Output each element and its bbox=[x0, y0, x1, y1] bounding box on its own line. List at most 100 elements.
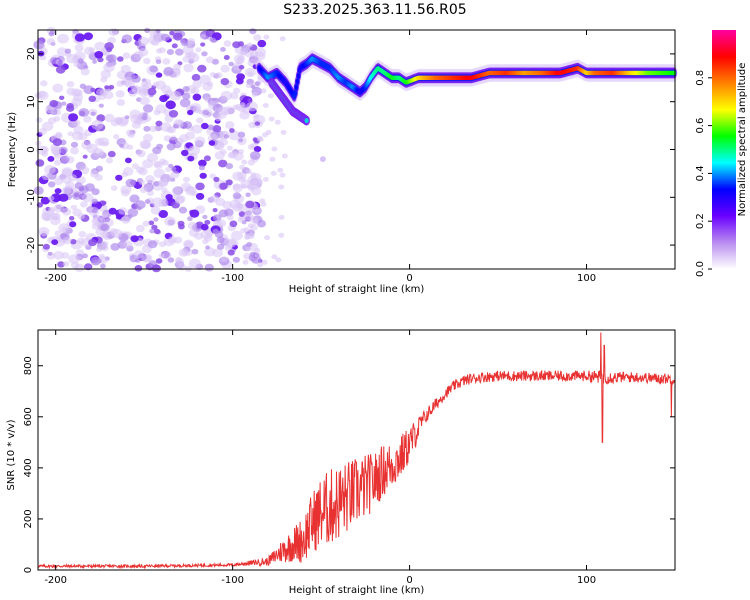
noise-blob bbox=[156, 48, 163, 54]
noise-blob bbox=[124, 157, 132, 164]
noise-blob bbox=[195, 192, 205, 200]
noise-blob bbox=[134, 118, 143, 125]
noise-blob bbox=[53, 250, 64, 260]
noise-blob bbox=[153, 161, 161, 168]
noise-blob bbox=[47, 156, 55, 162]
noise-blob bbox=[192, 93, 202, 101]
noise-blob bbox=[68, 113, 79, 122]
y-tick-label: -20 bbox=[26, 237, 37, 253]
noise-blob bbox=[202, 214, 208, 220]
noise-blob bbox=[61, 176, 72, 184]
noise-blob bbox=[108, 207, 117, 215]
noise-blob bbox=[239, 102, 246, 108]
colorbar-tick-label: 0.4 bbox=[695, 165, 706, 181]
noise-blob bbox=[250, 172, 257, 178]
noise-blob bbox=[77, 58, 84, 64]
noise-blob bbox=[48, 31, 55, 37]
noise-blob bbox=[242, 259, 249, 265]
noise-blob bbox=[228, 130, 241, 141]
noise-blob bbox=[59, 95, 65, 101]
noise-blob bbox=[158, 210, 168, 218]
noise-blob bbox=[171, 187, 182, 195]
noise-blob bbox=[187, 155, 195, 162]
noise-blob bbox=[278, 214, 285, 220]
colorbar: 0.0 0.2 0.4 0.6 0.8 Normalized spectral ampl… bbox=[695, 30, 748, 277]
noise-blob bbox=[150, 206, 161, 215]
noise-blob bbox=[64, 48, 72, 54]
noise-blob bbox=[33, 186, 44, 195]
y-tick-label: 600 bbox=[23, 407, 34, 426]
noise-blob bbox=[128, 89, 137, 97]
noise-blob bbox=[36, 117, 43, 123]
noise-blob bbox=[216, 236, 225, 243]
noise-blob bbox=[139, 186, 148, 194]
noise-blob bbox=[133, 51, 144, 60]
noise-blob bbox=[202, 239, 209, 245]
x-tick-label: 0 bbox=[406, 575, 412, 586]
noise-blob bbox=[134, 265, 143, 272]
snr-frame bbox=[37, 329, 676, 571]
noise-blob bbox=[205, 56, 214, 64]
noise-blob bbox=[232, 41, 241, 49]
noise-blob bbox=[98, 103, 104, 108]
noise-blob bbox=[259, 198, 266, 204]
noise-blob bbox=[50, 146, 62, 155]
noise-blob bbox=[100, 76, 108, 83]
noise-blob bbox=[138, 179, 146, 185]
noise-blob bbox=[52, 83, 64, 93]
noise-blob bbox=[201, 51, 208, 57]
noise-blob bbox=[204, 219, 211, 225]
noise-blob bbox=[155, 258, 163, 264]
noise-blob bbox=[158, 253, 165, 259]
noise-blob bbox=[124, 115, 130, 120]
figure-title: S233.2025.363.11.56.R05 bbox=[283, 2, 466, 18]
snr-x-label: Height of straight line (km) bbox=[289, 585, 425, 596]
noise-blob bbox=[125, 178, 136, 188]
noise-blob bbox=[147, 87, 157, 96]
noise-blob bbox=[256, 179, 263, 184]
ridge-core bbox=[296, 73, 301, 79]
noise-blob bbox=[153, 217, 159, 222]
noise-blob bbox=[220, 64, 230, 73]
noise-blob bbox=[243, 212, 254, 221]
noise-blob bbox=[48, 181, 56, 188]
noise-blob bbox=[53, 159, 62, 166]
noise-blob bbox=[121, 189, 130, 197]
noise-blob bbox=[88, 95, 97, 103]
noise-blob bbox=[44, 165, 56, 175]
noise-blob bbox=[239, 164, 246, 170]
noise-blob bbox=[201, 122, 209, 130]
noise-blob bbox=[179, 98, 191, 108]
noise-blob bbox=[91, 119, 104, 130]
x-tick-label: 100 bbox=[577, 273, 596, 284]
y-tick-label: 20 bbox=[26, 48, 37, 61]
noise-blob bbox=[237, 131, 246, 138]
noise-blob bbox=[173, 32, 183, 41]
snr-x-axis: -200 -100 0 100 bbox=[44, 330, 596, 586]
noise-blob bbox=[240, 184, 247, 189]
noise-blob bbox=[173, 63, 181, 71]
noise-blob bbox=[165, 100, 176, 110]
noise-blob bbox=[219, 182, 228, 190]
noise-blob bbox=[126, 144, 134, 150]
noise-blob bbox=[78, 108, 90, 117]
noise-blob bbox=[229, 151, 238, 159]
noise-blob bbox=[35, 159, 45, 167]
noise-blob bbox=[108, 28, 118, 37]
noise-blob bbox=[245, 83, 252, 89]
noise-blob bbox=[256, 135, 263, 141]
noise-blob bbox=[178, 206, 188, 214]
noise-blob bbox=[254, 248, 261, 253]
noise-blob bbox=[153, 181, 160, 187]
noise-blob bbox=[93, 214, 106, 225]
noise-blob bbox=[199, 172, 207, 179]
x-tick-label: -100 bbox=[221, 575, 244, 586]
noise-blob bbox=[270, 170, 277, 176]
noise-blob bbox=[143, 125, 151, 132]
noise-blob bbox=[66, 105, 75, 112]
noise-blob bbox=[166, 49, 174, 55]
noise-blob bbox=[278, 232, 285, 238]
noise-blob bbox=[42, 243, 51, 250]
noise-blob bbox=[152, 81, 160, 88]
